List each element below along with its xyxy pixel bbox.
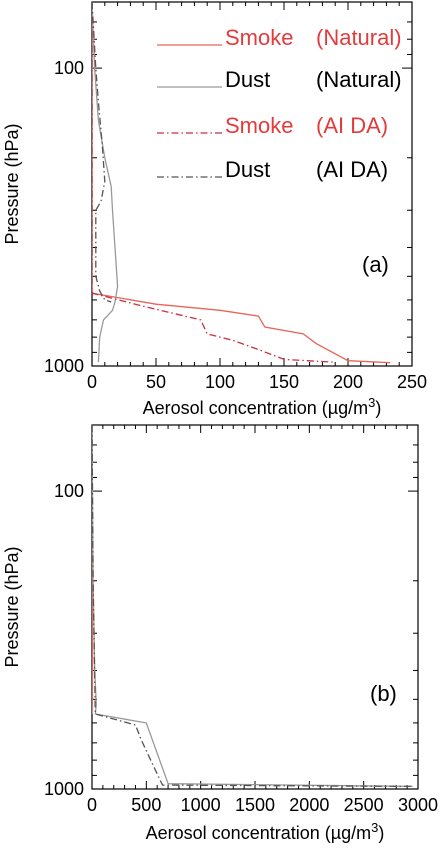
y-axis: 100 1000 [44,1,412,376]
x-tick-label: 50 [146,372,166,392]
chart-panel-a: 0 50 100 150 200 250 100 1000 Aerosol concentrat… [2,1,427,418]
x-tick-label: 250 [397,372,427,392]
x-tick-label: 2000 [289,795,329,815]
smoke-natural-line [92,2,391,364]
x-axis-title: Aerosol concentration (µg/m3) [143,395,382,418]
x-axis: 0 500 1000 1500 2000 2500 3000 [87,425,438,815]
y-axis-title: Pressure (hPa) [2,123,22,244]
legend-label-suffix: (Natural) [316,67,402,92]
panel-label: (a) [362,252,389,277]
y-tick-label: 1000 [44,779,84,799]
x-axis-title: Aerosol concentration (µg/m3) [146,820,385,843]
legend-label: Dust [225,157,270,182]
legend-label: Smoke [225,25,293,50]
series-2-line [92,425,413,788]
x-tick-label: 200 [333,372,363,392]
plot-frame [91,1,413,367]
plot-frame [91,424,419,790]
legend-label-suffix: (AI DA) [316,113,388,138]
x-tick-label: 150 [269,372,299,392]
x-tick-label: 0 [87,795,97,815]
dust-aida-line [92,2,112,303]
x-tick-label: 2500 [344,795,384,815]
y-tick-label: 100 [54,58,84,78]
series-group [92,2,391,364]
legend-label-suffix: (AI DA) [316,157,388,182]
x-axis: 0 50 100 150 200 250 [87,2,427,392]
panel-label: (b) [370,681,397,706]
y-axis: 100 1000 [44,424,418,799]
x-tick-label: 500 [131,795,161,815]
smoke-aida-line [92,2,333,363]
series-group [92,425,413,788]
y-tick-label: 1000 [44,356,84,376]
dust-natural-line [92,2,119,363]
x-tick-label: 3000 [398,795,438,815]
x-tick-label: 1500 [235,795,275,815]
legend-label-suffix: (Natural) [316,25,402,50]
x-tick-label: 0 [87,372,97,392]
legend-label: Smoke [225,113,293,138]
chart-panel-b: 0 500 1000 1500 2000 2500 3000 100 1000 Aerosol c… [2,424,438,843]
legend: Smoke (Natural) Dust (Natural) Smoke (AI DA) D… [157,25,402,182]
series-1-line [92,425,413,788]
x-tick-label: 100 [205,372,235,392]
y-axis-title: Pressure (hPa) [2,546,22,667]
legend-label: Dust [225,67,270,92]
x-tick-label: 1000 [181,795,221,815]
y-tick-label: 100 [54,481,84,501]
